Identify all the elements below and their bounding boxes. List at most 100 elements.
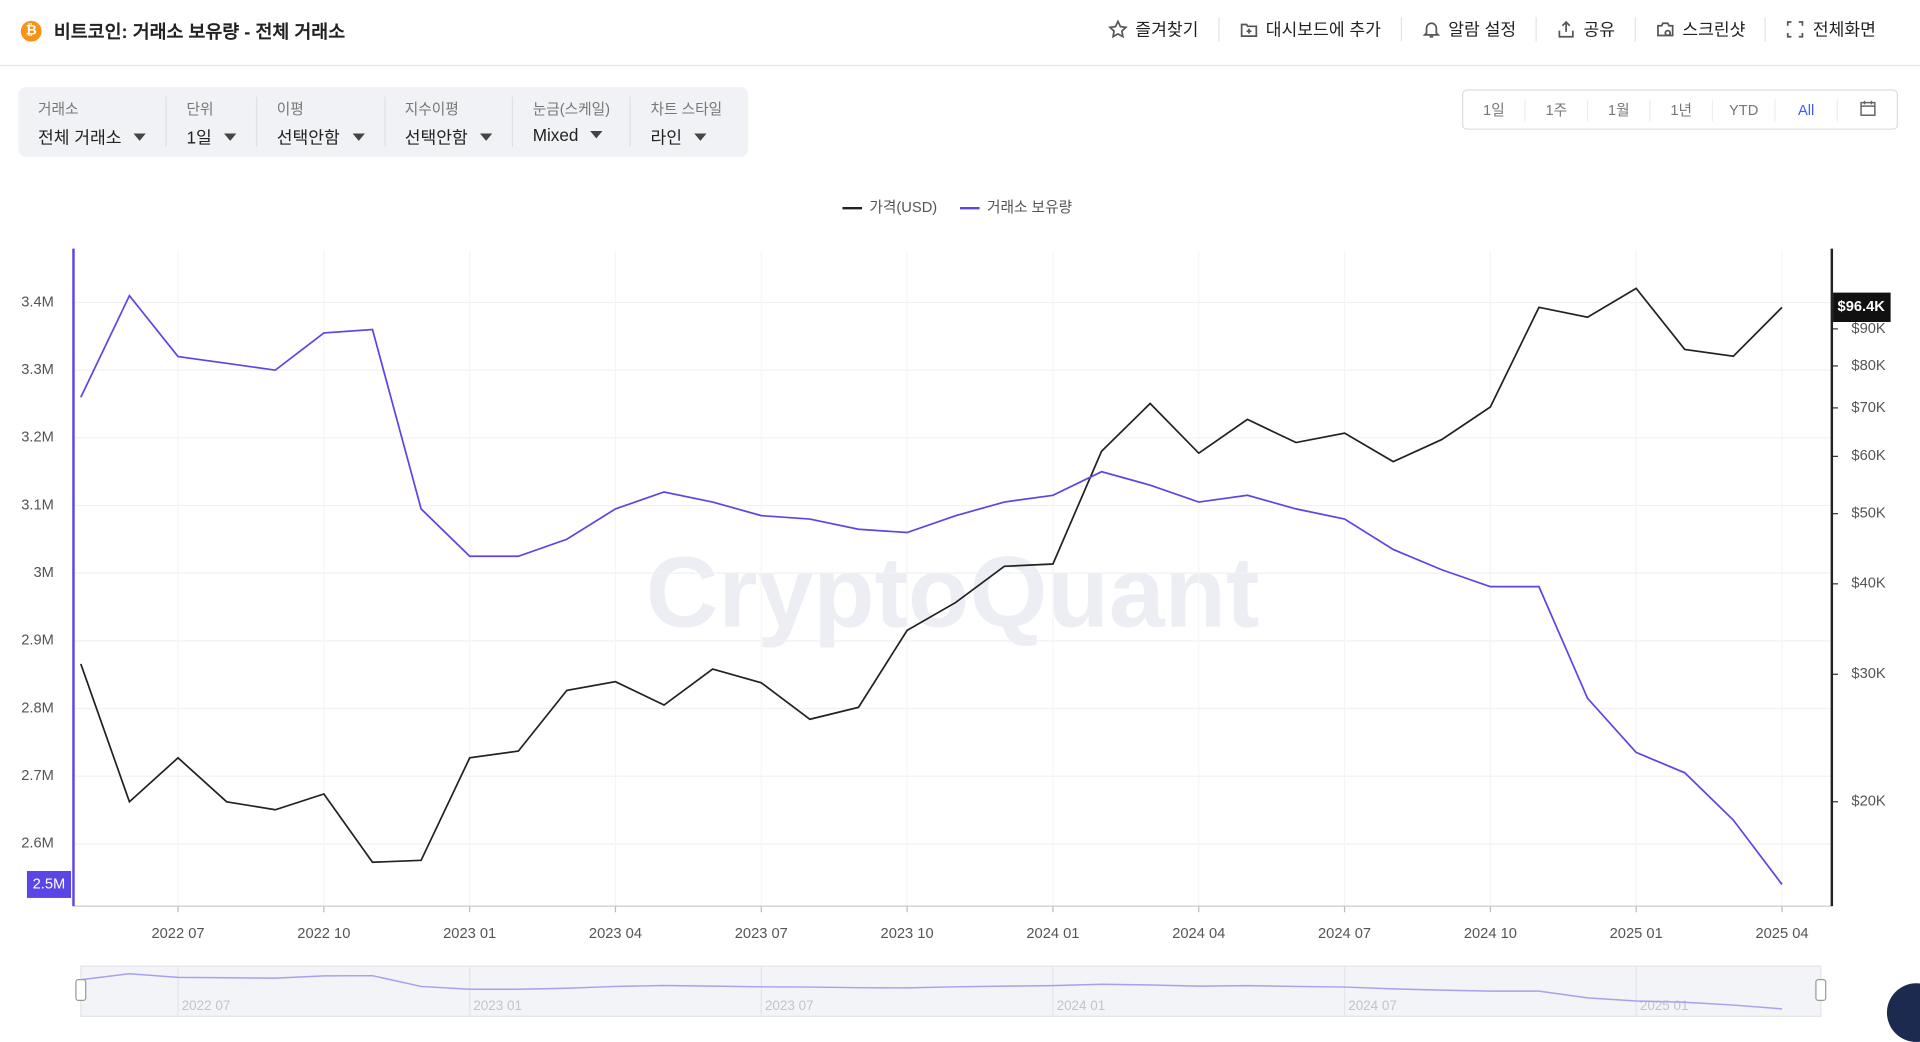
icon-path	[1422, 22, 1440, 38]
x-tick-label: 2024 10	[1464, 926, 1517, 942]
filter-label: 거래소	[37, 100, 79, 118]
bitcoin-icon: ₿	[20, 20, 42, 42]
y-tick-label: 3M	[33, 565, 53, 581]
y2-tick-label: $30K	[1851, 666, 1886, 682]
range-button[interactable]: 1월	[1588, 98, 1651, 121]
action-label: 대시보드에 추가	[1265, 19, 1381, 40]
icon-path	[1558, 20, 1574, 38]
action-label: 즐겨찾기	[1135, 19, 1199, 40]
filter-label: 눈금(스케일)	[532, 100, 611, 118]
y-marker-label: 2.5M	[33, 876, 66, 892]
y-tick-label: 3.1M	[21, 497, 54, 513]
filter-value: 선택안함	[277, 125, 365, 149]
navigator-label: 2023 01	[473, 998, 522, 1013]
series-line	[80, 287, 1783, 864]
action-button[interactable]: 전체화면	[1765, 17, 1895, 42]
y-tick-label: 3.3M	[21, 362, 54, 378]
action-label: 알람 설정	[1448, 19, 1517, 40]
action-button[interactable]: 스크린샷	[1634, 17, 1765, 42]
x-tick-label: 2024 07	[1318, 926, 1371, 942]
x-tick-label: 2023 04	[589, 926, 642, 942]
filter-value: 라인	[650, 125, 722, 149]
filter-label: 차트 스타일	[650, 100, 723, 118]
x-tick-label: 2024 01	[1026, 926, 1079, 942]
navigator-handle[interactable]	[75, 978, 87, 1002]
range-buttons: 1일 1주 1월 1년 YTD All	[1462, 89, 1898, 130]
filter[interactable]: 단위 1일	[165, 96, 256, 149]
action-label: 전체화면	[1812, 19, 1876, 40]
series-line	[80, 294, 1783, 885]
y-tick-label: 2.7M	[21, 768, 54, 784]
legend-label: 거래소 보유량	[987, 199, 1073, 216]
action-icon	[1657, 22, 1674, 37]
icon-path	[1240, 23, 1257, 37]
action-button[interactable]: 알람 설정	[1400, 17, 1536, 42]
navigator	[80, 965, 1822, 1017]
y2-tick-label: $40K	[1851, 576, 1886, 592]
filter-label: 단위	[186, 100, 214, 118]
filter-bar: 거래소 전체 거래소 단위 1일 이평 선택안함 지수이평 선택안함 눈금(스케일) Mixed 차…	[18, 86, 749, 157]
calendar-button[interactable]	[1838, 99, 1897, 121]
navigator-label: 2023 07	[765, 998, 814, 1013]
range-button[interactable]: 1주	[1526, 98, 1589, 121]
x-tick-label: 2023 01	[443, 926, 496, 942]
y-tick-label: 3.4M	[21, 294, 54, 310]
header: ₿ 비트코인: 거래소 보유량 - 전체 거래소 즐겨찾기 대시보드에 추가 알람 …	[0, 0, 1920, 67]
x-tick-label: 2024 04	[1172, 926, 1225, 942]
x-tick-label: 2025 04	[1755, 926, 1808, 942]
filter-value: 1일	[186, 125, 236, 149]
filter-value: 전체 거래소	[38, 125, 146, 149]
icon-path	[1657, 22, 1674, 37]
navigator-label: 2024 01	[1057, 998, 1106, 1013]
range-button[interactable]: 1년	[1651, 98, 1714, 121]
filter-value: 선택안함	[405, 125, 493, 149]
action-icon	[1787, 21, 1804, 38]
y-tick-label: 2.6M	[21, 836, 54, 852]
action-label: 공유	[1583, 19, 1616, 40]
y2-tick-label: $90K	[1851, 321, 1886, 337]
action-icon	[1422, 22, 1440, 38]
y-marker-tag	[26, 870, 72, 898]
action-icon	[1108, 19, 1128, 39]
x-tick-label: 2025 01	[1610, 926, 1663, 942]
icon-path	[1108, 19, 1128, 39]
x-tick-label: 2022 07	[151, 926, 204, 942]
range-button[interactable]: 1일	[1463, 98, 1526, 121]
x-tick-label: 2022 10	[297, 926, 350, 942]
range-button[interactable]: YTD	[1713, 98, 1776, 121]
filter[interactable]: 눈금(스케일) Mixed	[511, 96, 630, 147]
navigator-label: 2022 07	[182, 998, 231, 1013]
y2-tick-label: $20K	[1851, 794, 1886, 810]
action-button[interactable]: 공유	[1535, 17, 1635, 42]
y2-tick-label: $80K	[1851, 358, 1886, 374]
y2-tick-label: $70K	[1851, 400, 1886, 416]
y-tick-label: 2.9M	[21, 633, 54, 649]
action-button[interactable]: 대시보드에 추가	[1217, 17, 1401, 42]
y2-marker-label: $96.4K	[1838, 299, 1886, 315]
page-title: 비트코인: 거래소 보유량 - 전체 거래소	[53, 22, 346, 43]
navigator-line	[80, 972, 1783, 1010]
action-icon	[1558, 20, 1574, 38]
action-button[interactable]: 즐겨찾기	[1089, 17, 1218, 41]
x-tick-label: 2023 10	[881, 926, 934, 942]
x-tick-label: 2023 07	[735, 926, 788, 942]
range-button[interactable]: All	[1776, 98, 1838, 121]
filter-label: 지수이평	[404, 100, 459, 118]
navigator-handle[interactable]	[1815, 978, 1827, 1002]
filter-label: 이평	[276, 100, 304, 118]
y2-tick-label: $60K	[1851, 448, 1886, 464]
action-label: 스크린샷	[1682, 19, 1746, 40]
legend-label: 가격(USD)	[869, 199, 937, 216]
action-icon	[1240, 23, 1257, 37]
navigator-label: 2024 07	[1348, 998, 1397, 1013]
actions: 즐겨찾기 대시보드에 추가 알람 설정 공유 스크린샷 전체화면	[1089, 17, 1896, 42]
y2-marker-tag	[1833, 292, 1891, 322]
y2-tick-label: $50K	[1851, 506, 1886, 522]
